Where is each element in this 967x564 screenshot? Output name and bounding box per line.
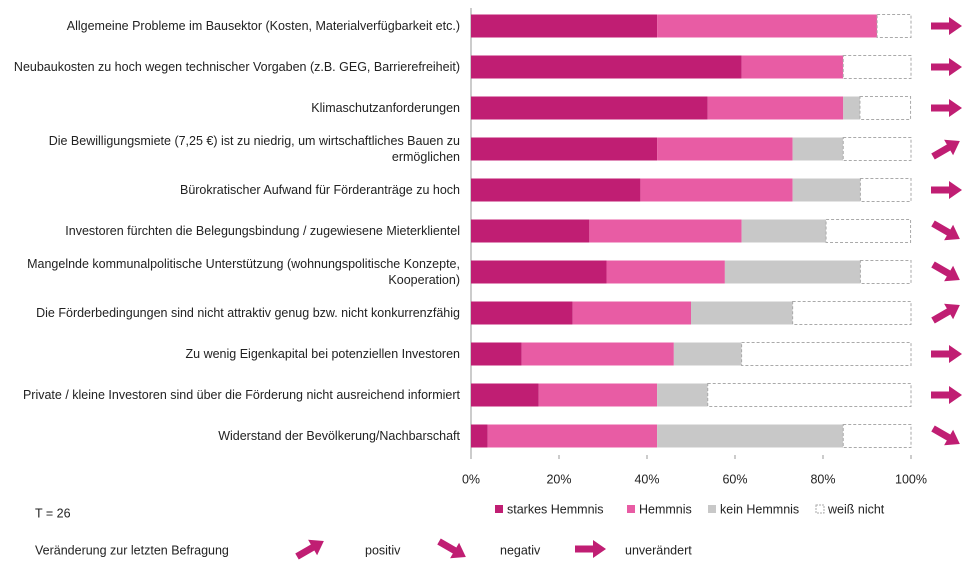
legend-swatch	[815, 504, 825, 514]
x-tick-label: 0%	[462, 472, 480, 486]
bar-segment	[741, 55, 844, 79]
x-tick-label: 80%	[810, 472, 835, 486]
bar-segment	[471, 55, 742, 79]
bar-segment	[471, 424, 488, 448]
y-tick-label: Mangelnde kommunalpolitische Unterstützu…	[27, 257, 460, 287]
bar-segment	[606, 260, 725, 284]
x-tick-label: 60%	[722, 472, 747, 486]
bar-segment	[707, 96, 844, 120]
y-tick-label: Bürokratischer Aufwand für Förderanträge…	[179, 183, 460, 197]
legend-swatch	[495, 505, 503, 513]
change-arrow	[931, 303, 960, 324]
bar-segment	[724, 260, 861, 284]
legend-label: weiß nicht	[827, 502, 885, 516]
bar-segment	[657, 424, 844, 448]
change-arrow	[931, 220, 960, 241]
bar-segment	[471, 219, 590, 243]
bar-segment	[741, 342, 912, 366]
bar-segment	[842, 137, 912, 161]
bar-segment	[842, 55, 912, 79]
y-tick-label: Die Bewilligungsmiete (7,25 €) ist zu ni…	[48, 134, 460, 164]
change-arrow	[931, 345, 962, 363]
bar-segment	[792, 178, 861, 202]
bar-segment	[521, 342, 674, 366]
x-tick-label: 100%	[895, 472, 927, 486]
legend-swatch	[627, 505, 635, 513]
bar-segment	[859, 178, 912, 202]
bar-segment	[707, 383, 912, 407]
change-arrow	[931, 181, 962, 199]
change-arrow	[931, 99, 962, 117]
change-title: Veränderung zur letzten Befragung	[35, 543, 229, 557]
change-legend-label: positiv	[365, 543, 401, 557]
change-arrow	[931, 261, 960, 282]
y-tick-label: Die Förderbedingungen sind nicht attrakt…	[36, 306, 460, 320]
legend-label: Hemmnis	[639, 502, 692, 516]
y-tick-label: Private / kleine Investoren sind über di…	[22, 388, 460, 402]
y-tick-label: Klimaschutzanforderungen	[311, 101, 460, 115]
bar-segment	[471, 260, 607, 284]
change-arrow	[931, 17, 962, 35]
bar-segment	[640, 178, 793, 202]
legend-arrow	[295, 539, 324, 560]
bar-segment	[471, 96, 708, 120]
bar-segment	[859, 260, 912, 284]
y-tick-label: Neubaukosten zu hoch wegen technischer V…	[13, 60, 460, 74]
x-tick-label: 40%	[634, 472, 659, 486]
change-arrow	[931, 58, 962, 76]
legend-arrow	[437, 538, 466, 559]
bar-segment	[842, 424, 912, 448]
change-arrow	[931, 425, 960, 446]
bar-segment	[792, 301, 912, 325]
y-tick-label: Widerstand der Bevölkerung/Nachbarschaft	[218, 429, 460, 443]
legend-label: starkes Hemmnis	[507, 502, 604, 516]
bar-segment	[589, 219, 742, 243]
note: T = 26	[35, 506, 71, 520]
legend-swatch	[708, 505, 716, 513]
legend-label: kein Hemmnis	[720, 502, 799, 516]
bar-segment	[741, 219, 827, 243]
bar-segment	[825, 219, 912, 243]
bar-segment	[657, 14, 878, 38]
y-tick-label: Allgemeine Probleme im Bausektor (Kosten…	[66, 19, 460, 33]
bar-segment	[691, 301, 793, 325]
bar-segment	[487, 424, 658, 448]
bar-segment	[471, 342, 522, 366]
legend-arrow	[575, 540, 606, 558]
bar-segment	[657, 137, 793, 161]
bar-segment	[471, 383, 539, 407]
y-tick-label: Zu wenig Eigenkapital bei potenziellen I…	[185, 347, 460, 361]
change-arrow	[931, 386, 962, 404]
change-legend-label: negativ	[500, 543, 541, 557]
bar-segment	[673, 342, 742, 366]
bar-segment	[792, 137, 844, 161]
change-legend-label: unverändert	[625, 543, 692, 557]
bar-segment	[538, 383, 658, 407]
bar-segment	[859, 96, 912, 120]
bar-segment	[471, 14, 658, 38]
bar-segment	[657, 383, 708, 407]
y-tick-label: Investoren fürchten die Belegungsbindung…	[65, 224, 460, 238]
bar-segment	[876, 14, 912, 38]
x-tick-label: 20%	[546, 472, 571, 486]
bar-segment	[471, 178, 641, 202]
change-arrow	[931, 139, 960, 160]
bar-segment	[843, 96, 860, 120]
bar-segment	[471, 301, 573, 325]
bar-segment	[572, 301, 691, 325]
bar-segment	[471, 137, 658, 161]
